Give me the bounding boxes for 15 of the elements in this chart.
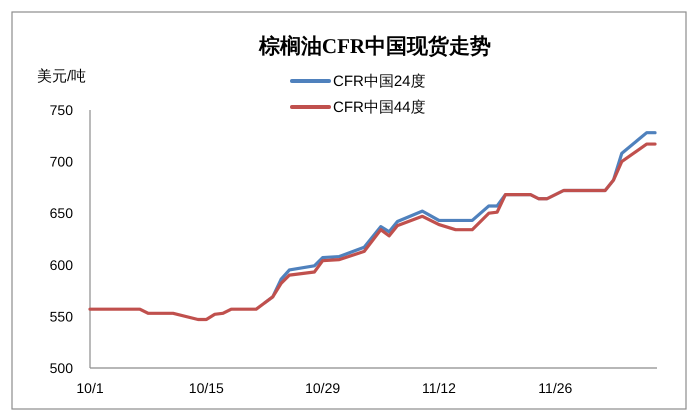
x-tick-label: 11/12 — [422, 380, 456, 396]
y-tick-label: 500 — [50, 360, 74, 376]
y-tick-label: 750 — [50, 102, 74, 118]
legend-label: CFR中国24度 — [333, 72, 426, 90]
y-axis-title: 美元/吨 — [37, 68, 86, 84]
chart-title: 棕榈油CFR中国现货走势 — [258, 34, 492, 58]
y-tick-label: 650 — [50, 205, 74, 222]
x-tick-label: 10/1 — [76, 380, 104, 396]
x-tick-label: 10/15 — [188, 380, 224, 396]
y-tick-label: 700 — [50, 154, 74, 170]
y-tick-label: 600 — [50, 256, 74, 273]
y-tick-label: 550 — [50, 308, 74, 324]
legend-label: CFR中国44度 — [333, 98, 426, 116]
x-tick-label: 10/29 — [305, 380, 340, 396]
x-tick-label: 11/26 — [538, 380, 573, 396]
